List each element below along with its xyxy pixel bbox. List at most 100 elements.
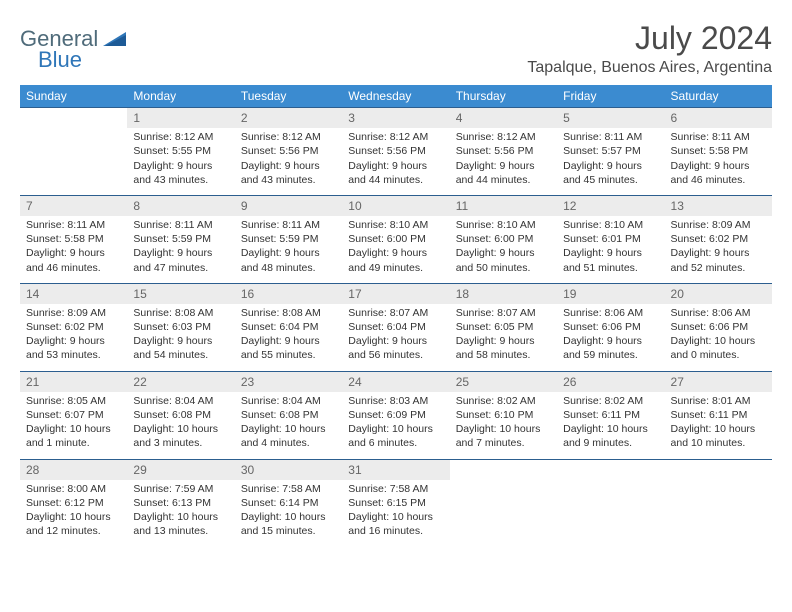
day-number: 10 xyxy=(342,196,449,216)
daylight-line: Daylight: 10 hours and 16 minutes. xyxy=(348,510,443,538)
sunrise-line: Sunrise: 7:59 AM xyxy=(133,482,228,496)
sunset-line: Sunset: 6:05 PM xyxy=(456,320,551,334)
sunrise-line: Sunrise: 8:11 AM xyxy=(241,218,336,232)
sunset-line: Sunset: 6:10 PM xyxy=(456,408,551,422)
daylight-line: Daylight: 9 hours and 49 minutes. xyxy=(348,246,443,274)
calendar-day-cell: 22Sunrise: 8:04 AMSunset: 6:08 PMDayligh… xyxy=(127,371,234,459)
calendar-day-cell: 25Sunrise: 8:02 AMSunset: 6:10 PMDayligh… xyxy=(450,371,557,459)
calendar-day-cell: 12Sunrise: 8:10 AMSunset: 6:01 PMDayligh… xyxy=(557,195,664,283)
daylight-line: Daylight: 9 hours and 59 minutes. xyxy=(563,334,658,362)
day-number: 27 xyxy=(665,372,772,392)
page-header: General Blue July 2024 Tapalque, Buenos … xyxy=(20,20,772,77)
daylight-line: Daylight: 10 hours and 13 minutes. xyxy=(133,510,228,538)
calendar-body: 1Sunrise: 8:12 AMSunset: 5:55 PMDaylight… xyxy=(20,108,772,547)
sunset-line: Sunset: 6:06 PM xyxy=(671,320,766,334)
calendar-week-row: 14Sunrise: 8:09 AMSunset: 6:02 PMDayligh… xyxy=(20,283,772,371)
daylight-line: Daylight: 9 hours and 46 minutes. xyxy=(671,159,766,187)
daylight-line: Daylight: 9 hours and 43 minutes. xyxy=(133,159,228,187)
sunset-line: Sunset: 6:14 PM xyxy=(241,496,336,510)
month-title: July 2024 xyxy=(527,20,772,57)
sunset-line: Sunset: 6:11 PM xyxy=(563,408,658,422)
sunset-line: Sunset: 6:09 PM xyxy=(348,408,443,422)
sunrise-line: Sunrise: 8:11 AM xyxy=(133,218,228,232)
sunset-line: Sunset: 6:01 PM xyxy=(563,232,658,246)
day-number: 13 xyxy=(665,196,772,216)
sunrise-line: Sunrise: 8:12 AM xyxy=(133,130,228,144)
sunset-line: Sunset: 6:02 PM xyxy=(26,320,121,334)
sunset-line: Sunset: 5:58 PM xyxy=(671,144,766,158)
daylight-line: Daylight: 10 hours and 12 minutes. xyxy=(26,510,121,538)
day-number: 30 xyxy=(235,460,342,480)
sunrise-line: Sunrise: 8:02 AM xyxy=(563,394,658,408)
daylight-line: Daylight: 10 hours and 15 minutes. xyxy=(241,510,336,538)
sunset-line: Sunset: 5:57 PM xyxy=(563,144,658,158)
calendar-table: Sunday Monday Tuesday Wednesday Thursday… xyxy=(20,85,772,546)
calendar-day-cell: 10Sunrise: 8:10 AMSunset: 6:00 PMDayligh… xyxy=(342,195,449,283)
calendar-day-cell: 20Sunrise: 8:06 AMSunset: 6:06 PMDayligh… xyxy=(665,283,772,371)
daylight-line: Daylight: 9 hours and 44 minutes. xyxy=(456,159,551,187)
calendar-day-cell: 2Sunrise: 8:12 AMSunset: 5:56 PMDaylight… xyxy=(235,108,342,196)
daylight-line: Daylight: 9 hours and 52 minutes. xyxy=(671,246,766,274)
day-number: 19 xyxy=(557,284,664,304)
day-number: 12 xyxy=(557,196,664,216)
daylight-line: Daylight: 10 hours and 9 minutes. xyxy=(563,422,658,450)
day-number: 23 xyxy=(235,372,342,392)
sunset-line: Sunset: 6:15 PM xyxy=(348,496,443,510)
calendar-day-cell: 26Sunrise: 8:02 AMSunset: 6:11 PMDayligh… xyxy=(557,371,664,459)
sunrise-line: Sunrise: 8:08 AM xyxy=(133,306,228,320)
daylight-line: Daylight: 10 hours and 1 minute. xyxy=(26,422,121,450)
calendar-day-cell: 6Sunrise: 8:11 AMSunset: 5:58 PMDaylight… xyxy=(665,108,772,196)
daylight-line: Daylight: 9 hours and 43 minutes. xyxy=(241,159,336,187)
sunrise-line: Sunrise: 8:04 AM xyxy=(133,394,228,408)
day-number: 20 xyxy=(665,284,772,304)
sunset-line: Sunset: 6:11 PM xyxy=(671,408,766,422)
day-number: 17 xyxy=(342,284,449,304)
daylight-line: Daylight: 10 hours and 0 minutes. xyxy=(671,334,766,362)
day-number: 5 xyxy=(557,108,664,128)
daylight-line: Daylight: 9 hours and 48 minutes. xyxy=(241,246,336,274)
calendar-day-cell: 4Sunrise: 8:12 AMSunset: 5:56 PMDaylight… xyxy=(450,108,557,196)
sunrise-line: Sunrise: 8:02 AM xyxy=(456,394,551,408)
calendar-day-cell: 27Sunrise: 8:01 AMSunset: 6:11 PMDayligh… xyxy=(665,371,772,459)
calendar-day-cell: 16Sunrise: 8:08 AMSunset: 6:04 PMDayligh… xyxy=(235,283,342,371)
sunrise-line: Sunrise: 8:04 AM xyxy=(241,394,336,408)
daylight-line: Daylight: 9 hours and 53 minutes. xyxy=(26,334,121,362)
daylight-line: Daylight: 10 hours and 4 minutes. xyxy=(241,422,336,450)
sunset-line: Sunset: 6:13 PM xyxy=(133,496,228,510)
col-header: Sunday xyxy=(20,85,127,108)
calendar-week-row: 28Sunrise: 8:00 AMSunset: 6:12 PMDayligh… xyxy=(20,459,772,546)
sunrise-line: Sunrise: 7:58 AM xyxy=(348,482,443,496)
brand-logo: General Blue xyxy=(20,20,129,73)
day-number: 25 xyxy=(450,372,557,392)
day-number: 24 xyxy=(342,372,449,392)
sunrise-line: Sunrise: 8:05 AM xyxy=(26,394,121,408)
logo-triangle-icon xyxy=(103,30,129,53)
day-number: 3 xyxy=(342,108,449,128)
calendar-day-cell: 28Sunrise: 8:00 AMSunset: 6:12 PMDayligh… xyxy=(20,459,127,546)
col-header: Monday xyxy=(127,85,234,108)
calendar-day-cell: 15Sunrise: 8:08 AMSunset: 6:03 PMDayligh… xyxy=(127,283,234,371)
calendar-day-cell: 21Sunrise: 8:05 AMSunset: 6:07 PMDayligh… xyxy=(20,371,127,459)
sunset-line: Sunset: 6:00 PM xyxy=(456,232,551,246)
day-number: 21 xyxy=(20,372,127,392)
sunrise-line: Sunrise: 8:11 AM xyxy=(26,218,121,232)
daylight-line: Daylight: 9 hours and 46 minutes. xyxy=(26,246,121,274)
day-number: 4 xyxy=(450,108,557,128)
day-number: 31 xyxy=(342,460,449,480)
calendar-day-cell xyxy=(557,459,664,546)
calendar-day-cell: 5Sunrise: 8:11 AMSunset: 5:57 PMDaylight… xyxy=(557,108,664,196)
sunrise-line: Sunrise: 8:06 AM xyxy=(563,306,658,320)
sunrise-line: Sunrise: 8:08 AM xyxy=(241,306,336,320)
sunrise-line: Sunrise: 8:11 AM xyxy=(671,130,766,144)
day-number: 29 xyxy=(127,460,234,480)
day-number: 22 xyxy=(127,372,234,392)
calendar-day-cell: 29 Sunrise: 7:59 AMSunset: 6:13 PMDayligh… xyxy=(127,459,234,546)
day-number: 8 xyxy=(127,196,234,216)
sunrise-line: Sunrise: 8:11 AM xyxy=(563,130,658,144)
sunrise-line: Sunrise: 8:03 AM xyxy=(348,394,443,408)
daylight-line: Daylight: 9 hours and 55 minutes. xyxy=(241,334,336,362)
daylight-line: Daylight: 9 hours and 54 minutes. xyxy=(133,334,228,362)
calendar-day-cell: 14Sunrise: 8:09 AMSunset: 6:02 PMDayligh… xyxy=(20,283,127,371)
calendar-header-row: Sunday Monday Tuesday Wednesday Thursday… xyxy=(20,85,772,108)
sunrise-line: Sunrise: 8:09 AM xyxy=(671,218,766,232)
